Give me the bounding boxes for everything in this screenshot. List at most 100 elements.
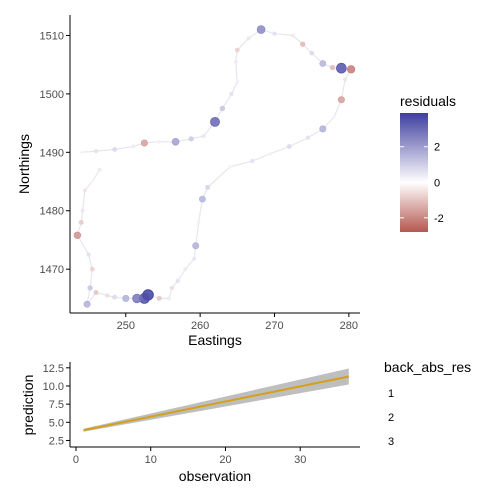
residual-point [306,136,310,140]
residual-point [287,144,292,149]
pred-y-tick-label: 7.5 [49,399,64,411]
pred-x-tick-label: 0 [73,454,79,466]
pred-y-tick-label: 12.5 [43,363,64,375]
residual-point [269,152,273,156]
map-panel: 250 260 270 280 1470 1480 1490 1500 1510 Eastin… [16,15,360,348]
residual-point [189,136,194,141]
fit-line [83,377,348,431]
residuals-legend: residuals 2 0 -2 [400,93,456,232]
residual-point [338,97,344,103]
residual-point [84,301,90,307]
residual-point [133,294,142,303]
residual-point [74,232,81,239]
residual-point [229,92,233,96]
residual-point [183,267,187,271]
back-abs-res-legend-title: back_abs_res [384,359,471,375]
residual-point [235,48,240,53]
residual-point [211,117,220,126]
residual-point [197,221,201,225]
residual-point [320,61,326,67]
residual-point [250,159,254,163]
prediction-plot [83,369,348,432]
residual-point [79,151,83,155]
residual-point [193,243,199,249]
colorbar-tick-label: 0 [434,177,440,189]
pred-y-tick-label: 5.0 [49,417,64,429]
residuals-colorbar [400,113,428,232]
residual-point [347,66,354,73]
back-abs-res-legend-label: 3 [388,436,394,448]
residual-point [220,106,225,111]
pred-y-ticks: 2.5 5.0 7.5 10.0 12.5 [43,363,70,448]
residual-point [86,252,90,256]
residual-point [234,60,238,64]
residual-point [112,295,117,300]
residual-point [202,134,206,138]
residual-point [83,188,87,192]
map-y-tick-label: 1490 [40,147,64,159]
residual-point [87,285,92,290]
residual-point [246,36,250,40]
residual-point [272,32,276,36]
residual-point [309,51,314,56]
residual-point [176,279,180,283]
residual-point [81,209,85,213]
map-x-tick-label: 270 [265,320,283,332]
residual-point [167,296,171,300]
residual-point [131,145,135,149]
pred-y-tick-label: 2.5 [49,435,64,447]
residual-point [330,65,335,70]
map-x-tick-label: 250 [117,320,135,332]
pred-y-tick-label: 10.0 [43,381,64,393]
map-x-tick-label: 260 [191,320,209,332]
residual-point [192,257,196,261]
pred-x-tick-label: 10 [145,454,157,466]
map-x-axis-label: Eastings [188,332,242,348]
residual-point [205,185,210,190]
residual-point [199,196,205,202]
pred-x-tick-label: 20 [219,454,231,466]
residual-point [91,180,95,184]
residual-point [98,168,102,172]
residual-point [320,126,326,132]
map-x-tick-label: 280 [340,320,358,332]
back-abs-res-legend: back_abs_res 1 2 3 [384,359,471,448]
residual-point [300,42,305,47]
residual-point [123,295,129,301]
residual-point [228,165,232,169]
map-trace [77,30,351,305]
back-abs-res-legend-label: 2 [388,412,394,424]
residual-point [257,26,265,34]
residual-point [235,80,239,84]
residual-point [157,296,162,301]
residual-point [90,267,95,272]
pred-x-ticks: 0 10 20 30 [73,447,306,466]
residual-point [337,63,347,73]
residual-point [79,220,84,225]
residual-point [94,290,99,295]
residual-point [112,147,117,152]
residual-point [105,293,109,297]
colorbar-tick-label: 2 [434,142,440,154]
residual-point [157,140,161,144]
map-y-axis-label: Northings [16,134,32,194]
residual-point [172,138,179,145]
map-y-tick-label: 1480 [40,206,64,218]
map-y-tick-label: 1510 [40,30,64,42]
residual-point [141,140,147,146]
route-trace [77,30,351,305]
colorbar-tick-label: -2 [434,213,444,225]
map-y-ticks: 1470 1480 1490 1500 1510 [40,30,70,276]
pred-y-axis-label: prediction [20,375,36,436]
residuals-legend-title: residuals [400,93,456,109]
map-points [74,26,355,308]
map-y-tick-label: 1500 [40,89,64,101]
prediction-panel: 0 10 20 30 2.5 5.0 7.5 10.0 12.5 observation pr… [20,362,360,484]
pred-x-axis-label: observation [179,468,251,484]
residual-point [291,34,295,38]
map-x-ticks: 250 260 270 280 [117,313,358,332]
back-abs-res-legend-label: 1 [388,388,394,400]
residual-point [94,149,98,153]
map-y-tick-label: 1470 [40,264,64,276]
